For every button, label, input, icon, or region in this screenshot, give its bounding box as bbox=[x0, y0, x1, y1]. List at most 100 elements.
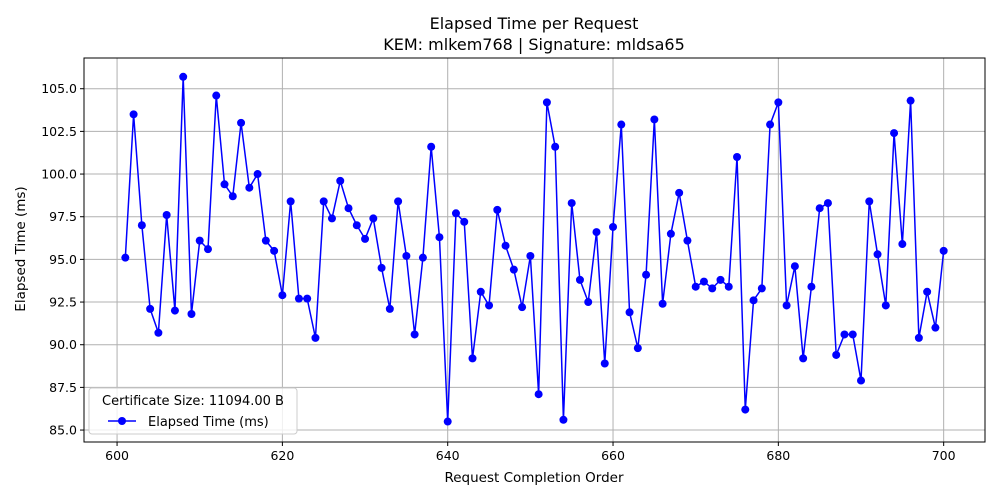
data-point bbox=[294, 294, 303, 303]
data-point bbox=[129, 110, 138, 119]
data-point bbox=[369, 214, 378, 223]
data-point bbox=[468, 354, 477, 363]
data-point bbox=[493, 205, 502, 214]
data-point bbox=[394, 197, 403, 206]
data-point bbox=[774, 98, 783, 107]
data-point bbox=[666, 229, 675, 238]
axes: 600 620 640 660 680 700 85.0 87.5 90.0 92.5 95.0 97… bbox=[41, 57, 986, 463]
data-point bbox=[898, 240, 907, 249]
data-point bbox=[733, 152, 742, 161]
data-point bbox=[799, 354, 808, 363]
series-elapsed-time bbox=[121, 72, 948, 426]
x-tick-label: 640 bbox=[436, 448, 460, 463]
data-point bbox=[303, 294, 312, 303]
data-point bbox=[220, 180, 229, 189]
data-point bbox=[650, 115, 659, 124]
data-point bbox=[873, 250, 882, 259]
data-point bbox=[162, 211, 171, 220]
data-point bbox=[245, 183, 254, 192]
data-point bbox=[691, 282, 700, 291]
data-point bbox=[187, 310, 196, 318]
x-tick-label: 660 bbox=[601, 448, 625, 463]
legend-marker-swatch bbox=[118, 417, 126, 425]
data-point bbox=[642, 270, 651, 279]
y-tick-label: 92.5 bbox=[49, 295, 77, 310]
legend-box bbox=[88, 387, 298, 435]
data-point bbox=[286, 197, 295, 206]
data-point bbox=[534, 390, 543, 399]
data-point bbox=[617, 120, 626, 129]
data-point bbox=[261, 236, 270, 245]
y-tick-label: 97.5 bbox=[49, 209, 77, 224]
x-tick-label: 700 bbox=[932, 448, 956, 463]
data-point bbox=[212, 91, 221, 100]
data-point bbox=[509, 265, 518, 274]
data-point bbox=[137, 221, 146, 230]
data-point bbox=[195, 236, 204, 245]
data-point bbox=[154, 328, 163, 337]
data-point bbox=[832, 350, 841, 359]
data-point bbox=[361, 234, 370, 243]
data-point bbox=[658, 299, 667, 308]
x-tick-label: 620 bbox=[270, 448, 294, 463]
data-point bbox=[146, 304, 155, 313]
data-point bbox=[253, 170, 262, 179]
data-point bbox=[435, 233, 444, 242]
plot-frame bbox=[83, 57, 986, 443]
data-point bbox=[890, 129, 899, 138]
data-point bbox=[766, 120, 775, 129]
data-point bbox=[790, 262, 799, 271]
data-point bbox=[815, 204, 824, 213]
legend-entry-label: Elapsed Time (ms) bbox=[148, 415, 269, 430]
data-point bbox=[807, 282, 816, 291]
data-point bbox=[625, 308, 634, 317]
y-tick-label: 95.0 bbox=[49, 252, 77, 267]
data-point bbox=[923, 287, 932, 296]
data-point bbox=[559, 415, 568, 424]
data-point bbox=[319, 197, 328, 206]
data-point bbox=[344, 204, 353, 213]
data-point bbox=[385, 304, 394, 313]
data-point bbox=[584, 298, 593, 307]
data-point bbox=[823, 199, 832, 208]
data-point bbox=[675, 188, 684, 197]
data-point bbox=[683, 236, 692, 245]
data-point bbox=[724, 282, 733, 291]
y-tick-label: 87.5 bbox=[49, 380, 77, 395]
data-point bbox=[410, 330, 419, 339]
x-tick-label: 680 bbox=[766, 448, 790, 463]
data-point bbox=[914, 333, 923, 342]
data-point bbox=[542, 98, 551, 107]
data-point bbox=[716, 275, 725, 284]
data-point bbox=[402, 251, 411, 260]
grid bbox=[84, 58, 985, 442]
data-point bbox=[485, 301, 494, 310]
data-point bbox=[170, 306, 179, 315]
x-axis-label: Request Completion Order bbox=[444, 470, 624, 486]
x-tick-label: 600 bbox=[105, 448, 129, 463]
data-point bbox=[881, 301, 890, 310]
chart-subtitle: KEM: mlkem768 | Signature: mldsa65 bbox=[383, 35, 685, 54]
data-point bbox=[501, 241, 510, 250]
data-point bbox=[840, 330, 849, 339]
data-point bbox=[699, 277, 708, 286]
y-tick-label: 85.0 bbox=[49, 423, 77, 438]
data-point bbox=[848, 330, 857, 339]
y-tick-label: 90.0 bbox=[49, 337, 77, 352]
data-point bbox=[633, 344, 642, 353]
data-point bbox=[567, 199, 576, 208]
y-axis-label: Elapsed Time (ms) bbox=[13, 186, 29, 311]
data-point bbox=[609, 222, 618, 231]
y-tick-label: 105.0 bbox=[41, 81, 77, 96]
y-tick-label: 100.0 bbox=[41, 167, 77, 182]
data-point bbox=[451, 209, 460, 218]
data-point bbox=[865, 197, 874, 206]
data-point bbox=[551, 142, 560, 151]
data-point bbox=[782, 301, 791, 310]
legend: Certificate Size: 11094.00 B Elapsed Tim… bbox=[88, 387, 298, 435]
data-point bbox=[327, 214, 336, 223]
data-point bbox=[741, 405, 750, 414]
y-tick-label: 102.5 bbox=[41, 124, 77, 139]
data-point bbox=[592, 228, 601, 237]
data-point bbox=[749, 296, 758, 305]
